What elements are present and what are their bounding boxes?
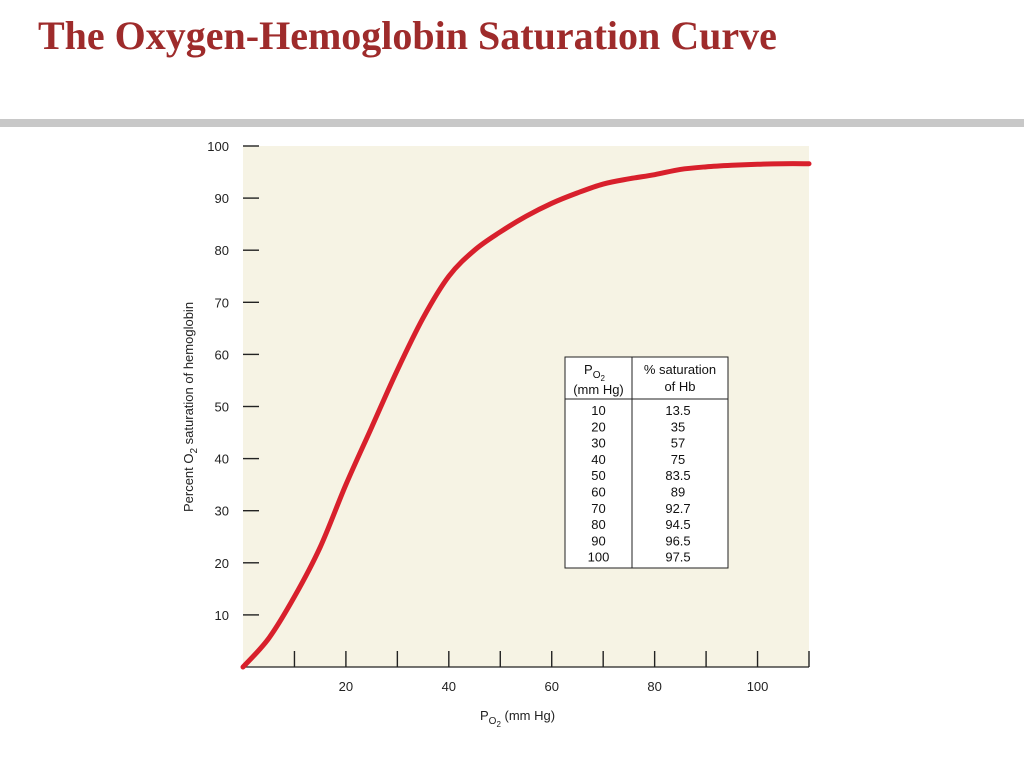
- table-cell-saturation: 13.5: [665, 403, 690, 418]
- table-cell-po2: 10: [591, 403, 605, 418]
- table-cell-po2: 40: [591, 452, 605, 467]
- table-header-saturation: % saturation: [644, 362, 716, 377]
- table-cell-saturation: 35: [671, 419, 685, 434]
- title-divider: [0, 119, 1024, 127]
- saturation-curve-line: [240, 161, 812, 670]
- table-cell-po2: 100: [588, 550, 610, 565]
- y-tick-label: 60: [215, 347, 229, 362]
- table-cell-saturation: 57: [671, 436, 685, 451]
- data-table: PO2 (mm Hg) % saturation of Hb 10 13.5 20 3…: [564, 356, 729, 569]
- table-cell-po2: 70: [591, 501, 605, 516]
- x-axis-ticks: 20 40 60 80 100: [293, 651, 810, 694]
- table-cell-saturation: 92.7: [665, 501, 690, 516]
- x-tick-label: 80: [647, 679, 661, 694]
- table-rows: 10 13.5 20 35 30 57 40 75 50 83.5 60 89 70 92.7 80 94.5…: [588, 403, 691, 565]
- y-tick-label: 80: [215, 243, 229, 258]
- y-tick-label: 90: [215, 191, 229, 206]
- table-header-po2: PO2: [584, 362, 605, 383]
- y-tick-label: 40: [215, 452, 229, 467]
- y-tick-label: 30: [215, 504, 229, 519]
- table-cell-saturation: 75: [671, 452, 685, 467]
- table-header-of-hb: of Hb: [664, 379, 695, 394]
- table-cell-po2: 50: [591, 468, 605, 483]
- x-axis-title: PO2 (mm Hg): [480, 708, 555, 729]
- y-axis-ticks: 10 20 30 40 50 60 70 80 90 100: [207, 139, 259, 623]
- y-tick-label: 10: [215, 608, 229, 623]
- table-cell-po2: 20: [591, 419, 605, 434]
- table-cell-po2: 30: [591, 436, 605, 451]
- x-tick-label: 40: [442, 679, 456, 694]
- slide-title: The Oxygen-Hemoglobin Saturation Curve: [38, 13, 777, 58]
- y-axis-title: Percent O2 saturation of hemoglobin: [181, 302, 200, 512]
- table-border: [564, 356, 729, 569]
- table-cell-saturation: 83.5: [665, 468, 690, 483]
- table-header-units: (mm Hg): [573, 382, 624, 397]
- table-cell-po2: 90: [591, 533, 605, 548]
- x-tick-label: 60: [544, 679, 558, 694]
- y-tick-label: 20: [215, 556, 229, 571]
- table-cell-saturation: 94.5: [665, 517, 690, 532]
- table-cell-po2: 80: [591, 517, 605, 532]
- y-tick-label: 100: [207, 139, 229, 154]
- y-tick-label: 70: [215, 295, 229, 310]
- x-tick-label: 20: [339, 679, 353, 694]
- x-tick-label: 100: [747, 679, 769, 694]
- table-cell-saturation: 89: [671, 485, 685, 500]
- table-cell-saturation: 97.5: [665, 550, 690, 565]
- table-cell-po2: 60: [591, 485, 605, 500]
- table-cell-saturation: 96.5: [665, 533, 690, 548]
- y-tick-label: 50: [215, 400, 229, 415]
